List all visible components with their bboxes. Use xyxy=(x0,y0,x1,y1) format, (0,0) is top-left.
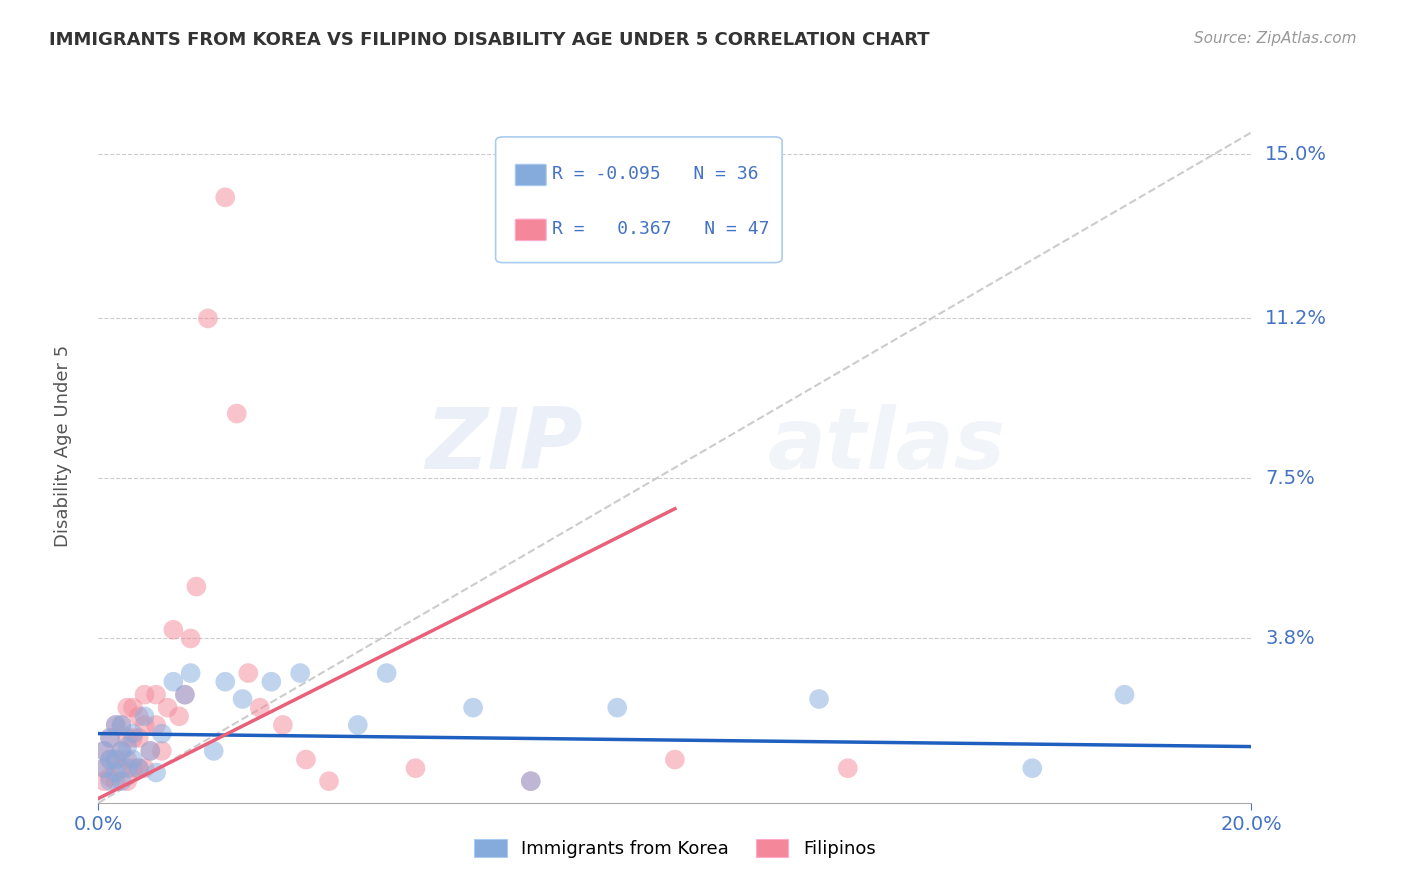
Point xyxy=(110,744,132,758)
Point xyxy=(93,761,115,775)
Point xyxy=(134,761,156,775)
Point xyxy=(110,744,132,758)
Point xyxy=(174,688,197,702)
Point xyxy=(145,688,167,702)
Point xyxy=(156,700,179,714)
Point xyxy=(98,770,121,784)
Point xyxy=(122,731,145,745)
Text: 3.8%: 3.8% xyxy=(1265,629,1315,648)
Point xyxy=(98,774,121,789)
Point xyxy=(167,709,190,723)
Text: 7.5%: 7.5% xyxy=(1265,469,1315,488)
Point xyxy=(98,753,121,767)
Point xyxy=(139,744,162,758)
Point xyxy=(202,744,225,758)
Point xyxy=(104,718,127,732)
Point xyxy=(104,753,127,767)
Point xyxy=(260,674,283,689)
Point xyxy=(110,718,132,732)
Point xyxy=(214,190,236,204)
Point xyxy=(238,666,260,681)
Point xyxy=(134,718,156,732)
Point xyxy=(186,580,208,594)
Point xyxy=(346,718,368,732)
Point xyxy=(837,761,859,775)
Text: R = -0.095   N = 36: R = -0.095 N = 36 xyxy=(551,165,758,183)
Point xyxy=(197,311,219,326)
Point xyxy=(98,731,121,745)
Point xyxy=(139,744,162,758)
Point xyxy=(664,753,686,767)
Point xyxy=(117,761,139,775)
Text: ZIP: ZIP xyxy=(425,404,582,488)
Point xyxy=(225,407,247,421)
Point xyxy=(180,632,202,646)
Point xyxy=(162,674,184,689)
Point xyxy=(93,744,115,758)
Point xyxy=(461,700,484,714)
Point xyxy=(134,709,156,723)
Point xyxy=(122,761,145,775)
Point xyxy=(180,666,202,681)
Point xyxy=(162,623,184,637)
Point xyxy=(271,718,294,732)
Point xyxy=(128,731,150,745)
Point xyxy=(214,674,236,689)
Point xyxy=(295,753,318,767)
Text: 11.2%: 11.2% xyxy=(1265,309,1327,328)
Text: IMMIGRANTS FROM KOREA VS FILIPINO DISABILITY AGE UNDER 5 CORRELATION CHART: IMMIGRANTS FROM KOREA VS FILIPINO DISABI… xyxy=(49,31,929,49)
Point xyxy=(104,765,127,780)
Point xyxy=(150,744,173,758)
Point xyxy=(110,761,132,775)
Text: R =   0.367   N = 47: R = 0.367 N = 47 xyxy=(551,220,769,238)
Point xyxy=(128,761,150,775)
Point xyxy=(405,761,427,775)
Point xyxy=(110,718,132,732)
Point xyxy=(318,774,340,789)
Point xyxy=(174,688,197,702)
Point xyxy=(117,774,139,789)
Point xyxy=(606,700,628,714)
Point xyxy=(117,700,139,714)
Point xyxy=(117,753,139,767)
Legend: Immigrants from Korea, Filipinos: Immigrants from Korea, Filipinos xyxy=(467,831,883,865)
Point xyxy=(128,761,150,775)
Point xyxy=(128,709,150,723)
Point xyxy=(375,666,398,681)
Point xyxy=(150,726,173,740)
Point xyxy=(98,731,121,745)
Point xyxy=(104,753,127,767)
Point xyxy=(110,774,132,789)
Point xyxy=(1021,761,1043,775)
Point xyxy=(231,692,254,706)
Point xyxy=(520,774,543,789)
Point xyxy=(145,718,167,732)
Point xyxy=(290,666,312,681)
Point xyxy=(145,765,167,780)
Point xyxy=(104,774,127,789)
Point xyxy=(808,692,831,706)
Point xyxy=(117,731,139,745)
Text: atlas: atlas xyxy=(768,404,1005,488)
Point xyxy=(93,744,115,758)
Y-axis label: Disability Age Under 5: Disability Age Under 5 xyxy=(53,345,72,547)
Point xyxy=(249,700,271,714)
Text: 15.0%: 15.0% xyxy=(1265,145,1327,163)
Point xyxy=(98,753,121,767)
Point xyxy=(1114,688,1136,702)
Point xyxy=(122,753,145,767)
Point xyxy=(104,718,127,732)
Point xyxy=(122,700,145,714)
Point xyxy=(134,688,156,702)
Point xyxy=(93,761,115,775)
Point xyxy=(93,774,115,789)
Text: Source: ZipAtlas.com: Source: ZipAtlas.com xyxy=(1194,31,1357,46)
Point xyxy=(117,739,139,754)
Point xyxy=(520,774,543,789)
Point xyxy=(122,726,145,740)
